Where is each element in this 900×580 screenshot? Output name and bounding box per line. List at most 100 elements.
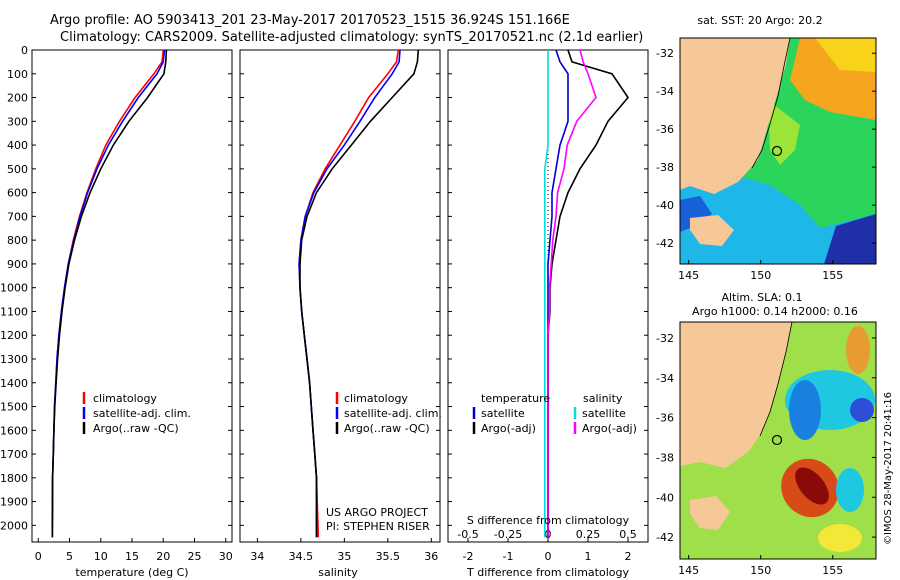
x-tick-label: 1 bbox=[585, 550, 592, 563]
depth-tick-label: 100 bbox=[7, 68, 28, 81]
t-difference-axis-label: T difference from climatology bbox=[466, 566, 629, 579]
series-line-satellite bbox=[543, 50, 549, 538]
lon-tick-label: 155 bbox=[822, 269, 843, 282]
depth-tick-label: 800 bbox=[7, 234, 28, 247]
lat-tick-label: -40 bbox=[656, 491, 674, 504]
legend-label-climatology: climatology bbox=[93, 392, 157, 405]
principal-investigator: PI: STEPHEN RISER bbox=[326, 520, 430, 533]
depth-tick-label: 700 bbox=[7, 210, 28, 223]
lon-tick-label: 145 bbox=[678, 269, 699, 282]
depth-tick-label: 400 bbox=[7, 139, 28, 152]
lon-tick-label: 150 bbox=[750, 269, 771, 282]
sst-map-title: sat. SST: 20 Argo: 20.2 bbox=[697, 14, 822, 27]
series-line-satellite-adj-clim- bbox=[298, 49, 401, 538]
x-tick-label: 36 bbox=[424, 550, 438, 563]
salinity-x-axis: 34 34.5 35 35.5 36 bbox=[250, 538, 438, 563]
lat-tick-label: -38 bbox=[656, 451, 674, 464]
depth-tick-label: 1900 bbox=[0, 496, 28, 509]
difference-profile-lines bbox=[543, 49, 630, 538]
lat-tick-label: -42 bbox=[656, 237, 674, 250]
s-tick-label: 0.25 bbox=[576, 528, 601, 541]
depth-axis: 0 100 200 300 400 500 600 700 800 900 1000 1100 1200… bbox=[0, 44, 648, 532]
depth-tick-label: 200 bbox=[7, 92, 28, 105]
float-location-marker bbox=[771, 145, 783, 157]
depth-tick-label: 500 bbox=[7, 163, 28, 176]
legend-label-climatology: climatology bbox=[344, 392, 408, 405]
x-tick-label: 35 bbox=[337, 550, 351, 563]
x-tick-label: -1 bbox=[503, 550, 514, 563]
credit-stamp: ©IMOS 28-May-2017 20:41:16 bbox=[883, 392, 894, 545]
lat-tick-label: -34 bbox=[656, 85, 674, 98]
project-name: US ARGO PROJECT bbox=[326, 506, 428, 519]
legend-title-salinity: salinity bbox=[583, 392, 623, 405]
sla-map-title-line2: Argo h1000: 0.14 h2000: 0.16 bbox=[692, 305, 858, 318]
series-line-satellite bbox=[547, 49, 569, 538]
lat-tick-label: -34 bbox=[656, 372, 674, 385]
depth-tick-label: 300 bbox=[7, 115, 28, 128]
temperature-panel-frame bbox=[31, 49, 233, 543]
legend-label-temperature-argo: Argo(-adj) bbox=[481, 422, 536, 435]
difference-legend: temperature satellite Argo(-adj) salinit… bbox=[472, 392, 637, 435]
depth-tick-label: 1400 bbox=[0, 377, 28, 390]
s-difference-axis-label: S difference from climatology bbox=[467, 514, 630, 527]
figure-title-line1: Argo profile: AO 5903413_201 23-May-2017… bbox=[50, 13, 570, 28]
x-tick-label: 34 bbox=[250, 550, 264, 563]
float-location-marker bbox=[771, 434, 783, 446]
depth-tick-label: 1500 bbox=[0, 401, 28, 414]
s-tick-label: -0.25 bbox=[494, 528, 522, 541]
depth-tick-label: 0 bbox=[21, 44, 28, 57]
depth-tick-label: 1700 bbox=[0, 448, 28, 461]
lat-tick-label: -36 bbox=[656, 123, 674, 136]
legend-label-salinity-argo: Argo(-adj) bbox=[582, 422, 637, 435]
x-tick-label: 15 bbox=[125, 550, 139, 563]
legend-label-argo: Argo(..raw -QC) bbox=[344, 422, 430, 435]
sla-map-title-line1: Altim. SLA: 0.1 bbox=[721, 291, 802, 304]
legend-label-satellite: satellite-adj. clim. bbox=[93, 407, 191, 420]
sst-map-axes: -32 -34 -36 -38 -40 -42 145 150 155 bbox=[656, 47, 876, 282]
series-line-argo-raw-qc- bbox=[51, 49, 168, 538]
series-line-climatology bbox=[298, 49, 400, 538]
x-tick-label: 35.5 bbox=[376, 550, 401, 563]
depth-tick-label: 900 bbox=[7, 258, 28, 271]
temperature-x-axis: 0 5 10 15 20 25 30 bbox=[35, 538, 233, 563]
legend-title-temperature: temperature bbox=[481, 392, 550, 405]
sst-map bbox=[679, 37, 877, 265]
x-tick-label: 10 bbox=[94, 550, 108, 563]
series-line-climatology bbox=[51, 49, 165, 538]
lat-tick-label: -36 bbox=[656, 412, 674, 425]
figure-title-line2: Climatology: CARS2009. Satellite-adjuste… bbox=[60, 30, 643, 45]
x-tick-label: 0 bbox=[35, 550, 42, 563]
x-tick-label: 30 bbox=[219, 550, 233, 563]
lon-tick-label: 145 bbox=[678, 564, 699, 577]
temperature-axis-label: temperature (deg C) bbox=[75, 566, 188, 579]
x-tick-label: 20 bbox=[156, 550, 170, 563]
salinity-axis-label: salinity bbox=[318, 566, 358, 579]
salinity-profile-lines bbox=[298, 49, 420, 538]
x-tick-label: 34.5 bbox=[289, 550, 314, 563]
s-tick-label: 0.5 bbox=[619, 528, 637, 541]
series-line-argo-adj- bbox=[547, 49, 630, 538]
x-tick-label: 5 bbox=[66, 550, 73, 563]
lat-tick-label: -40 bbox=[656, 199, 674, 212]
depth-tick-label: 2000 bbox=[0, 519, 28, 532]
depth-tick-label: 1300 bbox=[0, 353, 28, 366]
lat-tick-label: -32 bbox=[656, 47, 674, 60]
lon-tick-label: 155 bbox=[822, 564, 843, 577]
salinity-panel-frame bbox=[239, 49, 441, 543]
depth-tick-label: 1200 bbox=[0, 329, 28, 342]
legend-label-salinity-satellite: satellite bbox=[582, 407, 626, 420]
lat-tick-label: -38 bbox=[656, 161, 674, 174]
depth-tick-label: 1000 bbox=[0, 282, 28, 295]
temperature-profile-lines bbox=[51, 49, 168, 538]
depth-tick-label: 600 bbox=[7, 187, 28, 200]
sla-map bbox=[679, 321, 877, 560]
lon-tick-label: 150 bbox=[750, 564, 771, 577]
lat-tick-label: -42 bbox=[656, 531, 674, 544]
depth-tick-label: 1100 bbox=[0, 305, 28, 318]
s-tick-label: -0.5 bbox=[457, 528, 478, 541]
depth-tick-label: 1800 bbox=[0, 472, 28, 485]
sla-map-axes: -32 -34 -36 -38 -40 -42 145 150 155 bbox=[656, 332, 876, 577]
x-tick-label: 0 bbox=[545, 550, 552, 563]
